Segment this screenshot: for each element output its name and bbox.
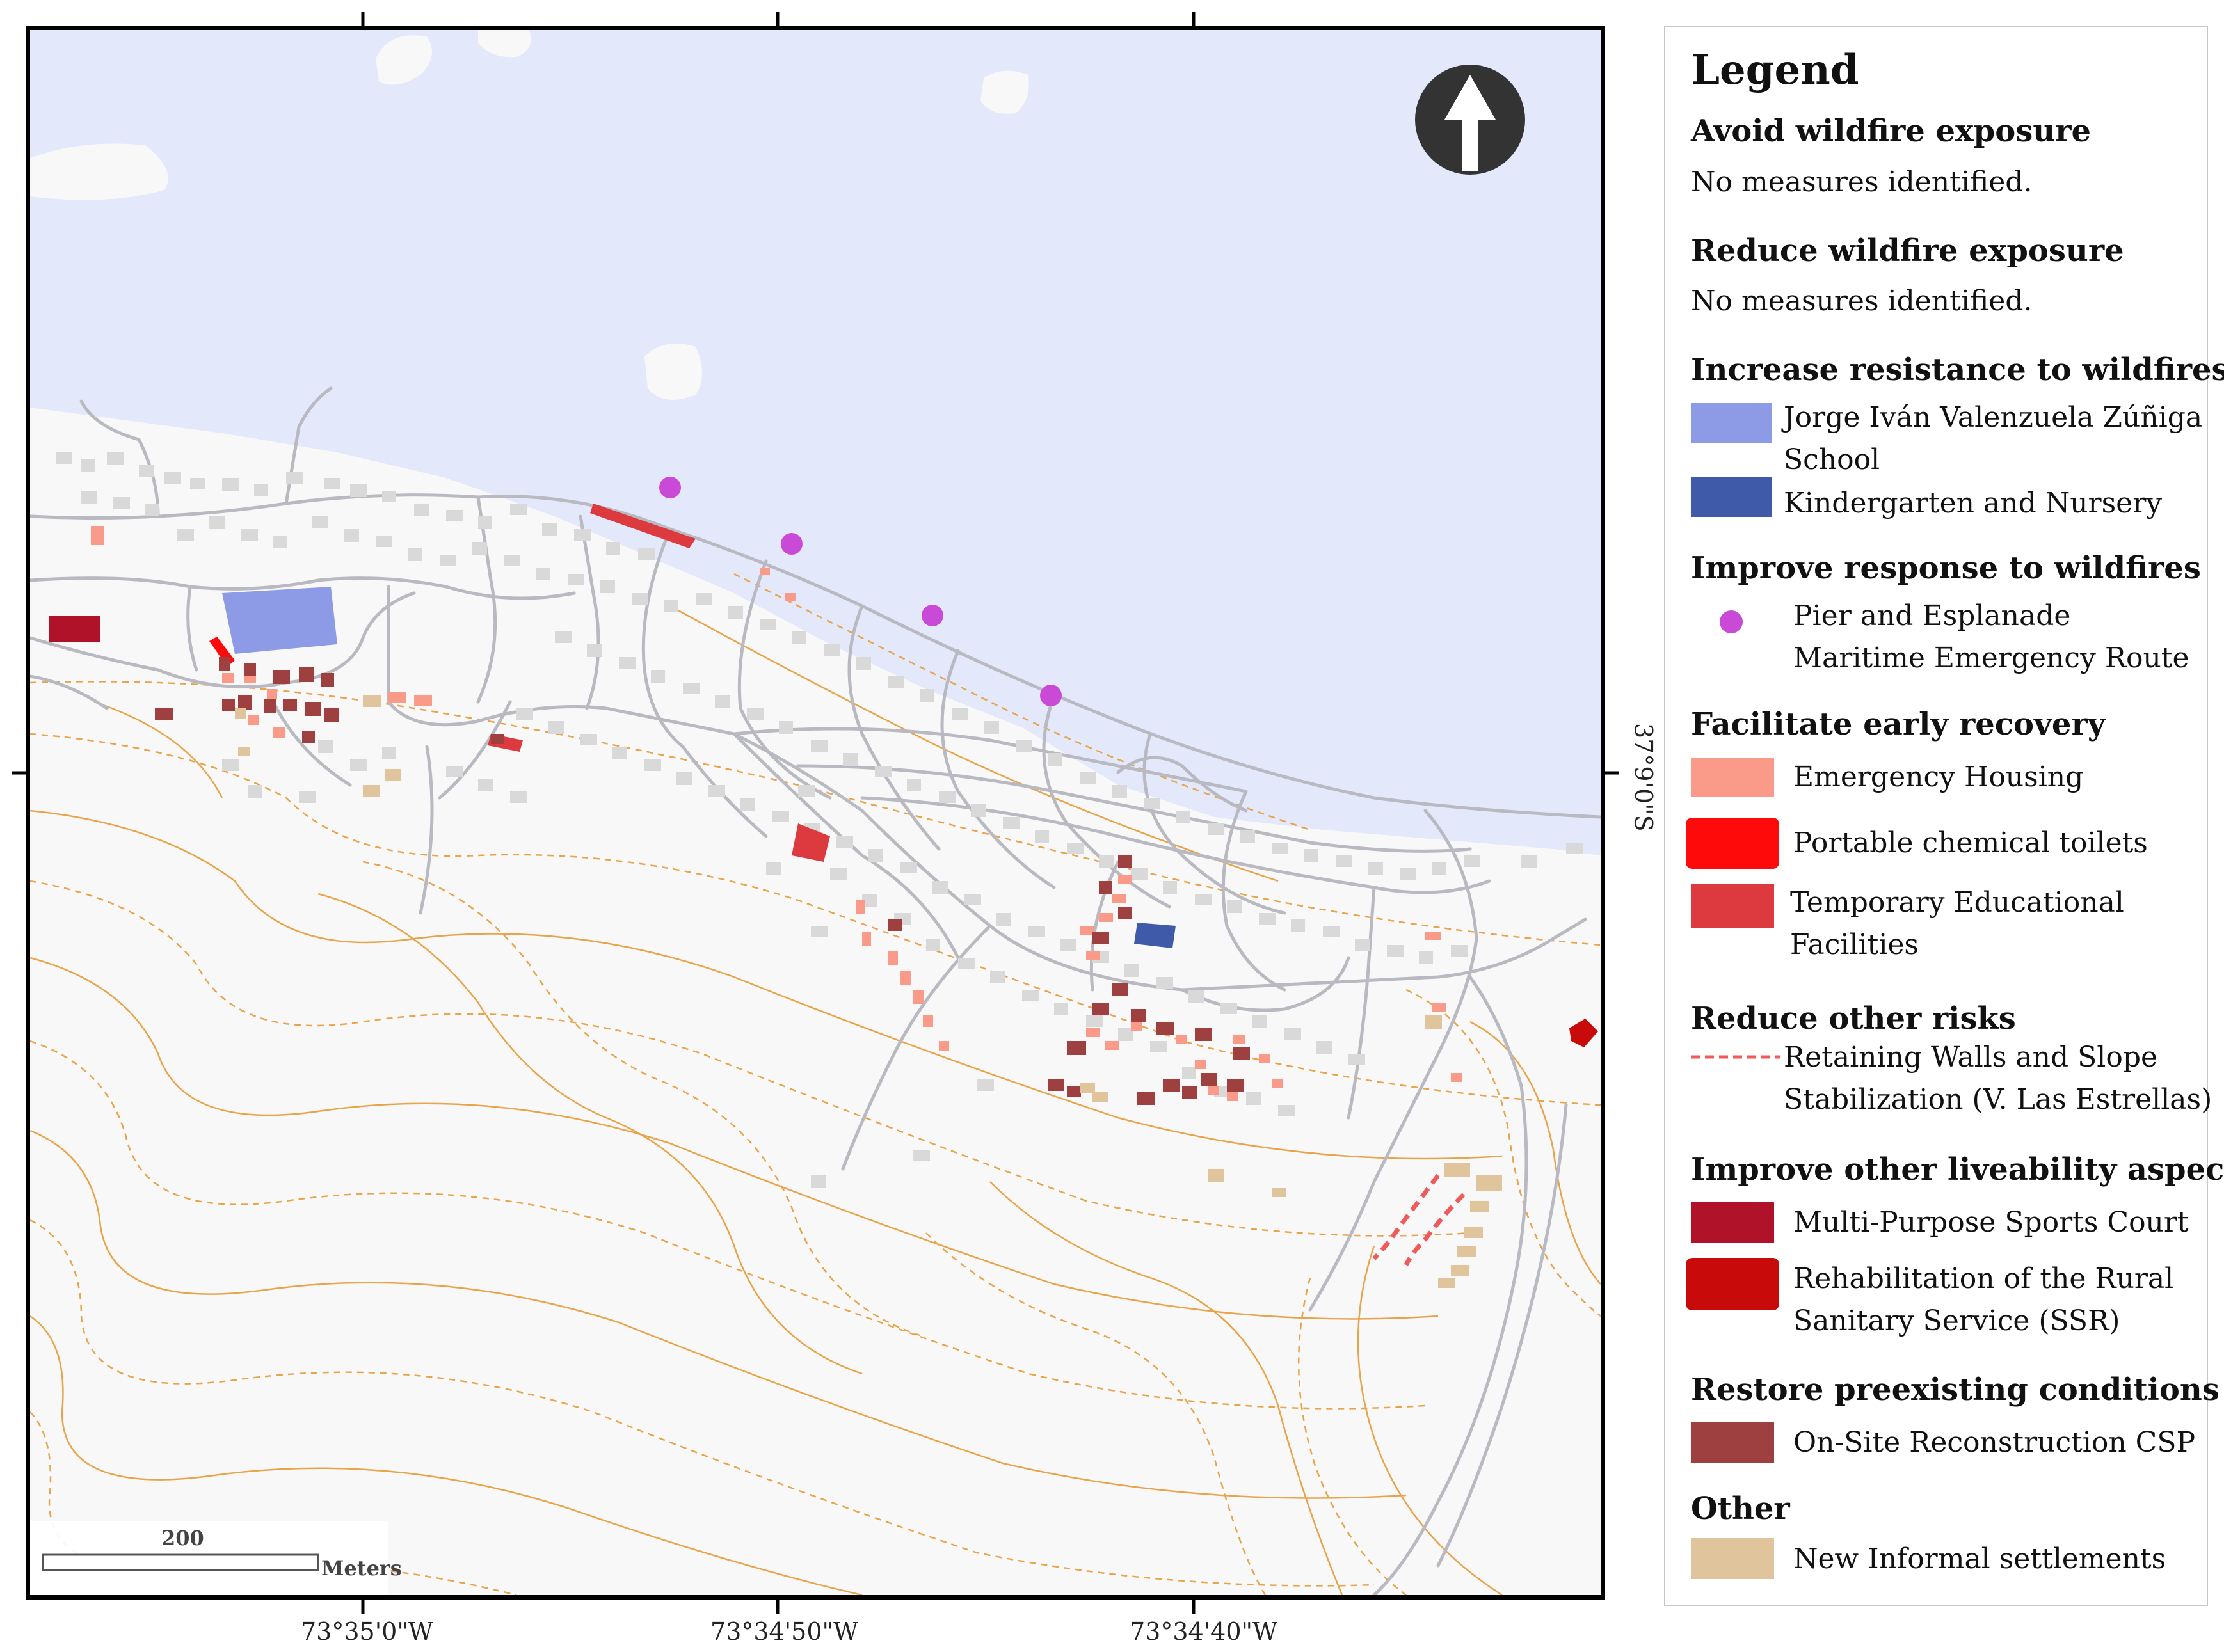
legend-label: New Informal settlements <box>1793 1543 2166 1575</box>
retaining-walls-slope-stabilization <box>1372 1173 1440 1260</box>
legend-swatch-retaining-walls <box>1691 1055 1780 1059</box>
north-arrow-icon <box>1415 65 1525 175</box>
legend-swatch-emergency-housing <box>1691 758 1774 797</box>
legend-label: Stabilization (V. Las Estrellas) <box>1784 1083 2212 1116</box>
legend-label: Maritime Emergency Route <box>1793 642 2189 674</box>
legend-swatch-chemical-toilets <box>1686 818 1779 869</box>
school-jorge-ivan-valenzuela <box>222 587 337 654</box>
latitude-label: 37°9'0"S <box>1629 723 1658 832</box>
multi-purpose-sports-court <box>49 616 100 642</box>
map-frame: 200 Meters <box>26 26 1605 1600</box>
legend-note: No measures identified. <box>1691 285 2033 317</box>
legend-swatch-temporary-education <box>1691 884 1774 928</box>
legend-note: No measures identified. <box>1691 166 2033 198</box>
legend-heading: Other <box>1691 1491 1790 1527</box>
legend-heading: Restore preexisting conditions <box>1691 1372 2220 1408</box>
legend-heading: Avoid wildfire exposure <box>1691 113 2091 149</box>
legend-label: Kindergarten and Nursery <box>1784 487 2163 520</box>
pier-esplanade-point <box>781 533 803 555</box>
legend-label: Pier and Esplanade <box>1793 600 2071 632</box>
rural-sanitary-service-ssr <box>1569 1019 1598 1047</box>
islet <box>30 143 168 200</box>
scale-bar-unit: Meters <box>321 1556 402 1580</box>
scale-bar-value: 200 <box>161 1526 204 1550</box>
longitude-label: 73°35'0"W <box>301 1617 433 1646</box>
longitude-label: 73°34'50"W <box>710 1617 859 1646</box>
temporary-educational-facility <box>590 504 696 548</box>
islet <box>376 35 432 85</box>
legend-label: Emergency Housing <box>1793 761 2084 793</box>
legend-swatch-kindergarten <box>1691 477 1772 517</box>
legend-label: Multi-Purpose Sports Court <box>1793 1206 2189 1239</box>
legend-heading: Improve response to wildfires <box>1691 550 2201 586</box>
legend-swatch-informal-settlements <box>1691 1538 1774 1579</box>
temporary-educational-facility <box>792 823 830 862</box>
longitude-label: 73°34'40"W <box>1130 1617 1278 1646</box>
pier-esplanade-point <box>1040 685 1062 706</box>
legend-heading: Improve other liveability aspects <box>1691 1152 2224 1187</box>
legend-swatch-school <box>1691 403 1772 443</box>
retaining-walls-slope-stabilization <box>1404 1193 1466 1266</box>
legend-label: Retaining Walls and Slope <box>1784 1041 2158 1074</box>
legend-label: Temporary Educational <box>1790 886 2124 919</box>
legend-label: Jorge Iván Valenzuela Zúñiga <box>1784 401 2203 434</box>
map-legend: Legend Avoid wildfire exposure No measur… <box>1664 26 2224 1606</box>
scale-bar <box>30 1521 388 1595</box>
legend-swatch-ssr <box>1686 1258 1779 1310</box>
legend-label: Rehabilitation of the Rural <box>1793 1262 2174 1295</box>
on-site-reconstruction-csp <box>155 657 1250 1105</box>
legend-label: On-Site Reconstruction CSP <box>1793 1426 2196 1459</box>
legend-heading: Reduce other risks <box>1691 1001 2016 1036</box>
pier-esplanade-point <box>659 477 681 498</box>
legend-title: Legend <box>1691 46 1859 94</box>
contour-lines <box>30 573 1601 1595</box>
legend-swatch-reconstruction <box>1691 1422 1774 1463</box>
legend-label: Sanitary Service (SSR) <box>1793 1305 2120 1337</box>
new-informal-settlements <box>235 695 1502 1288</box>
legend-heading: Reduce wildfire exposure <box>1691 233 2124 269</box>
legend-swatch-sports-court <box>1691 1202 1774 1243</box>
sea-area <box>30 30 1601 855</box>
kindergarten-and-nursery <box>1134 923 1176 948</box>
legend-heading: Increase resistance to wildfires <box>1691 352 2224 388</box>
emergency-housing <box>91 526 1462 1101</box>
islet <box>644 344 702 400</box>
legend-label: School <box>1784 443 1880 476</box>
islet <box>980 70 1029 114</box>
legend-swatch-pier <box>1720 610 1743 633</box>
map-canvas <box>30 30 1601 1595</box>
legend-label: Portable chemical toilets <box>1793 827 2148 859</box>
legend-heading: Facilitate early recovery <box>1691 706 2106 742</box>
islet <box>478 30 531 58</box>
legend-label: Facilities <box>1790 928 1919 961</box>
road-network <box>30 386 1601 1595</box>
pier-esplanade-point <box>922 605 943 626</box>
